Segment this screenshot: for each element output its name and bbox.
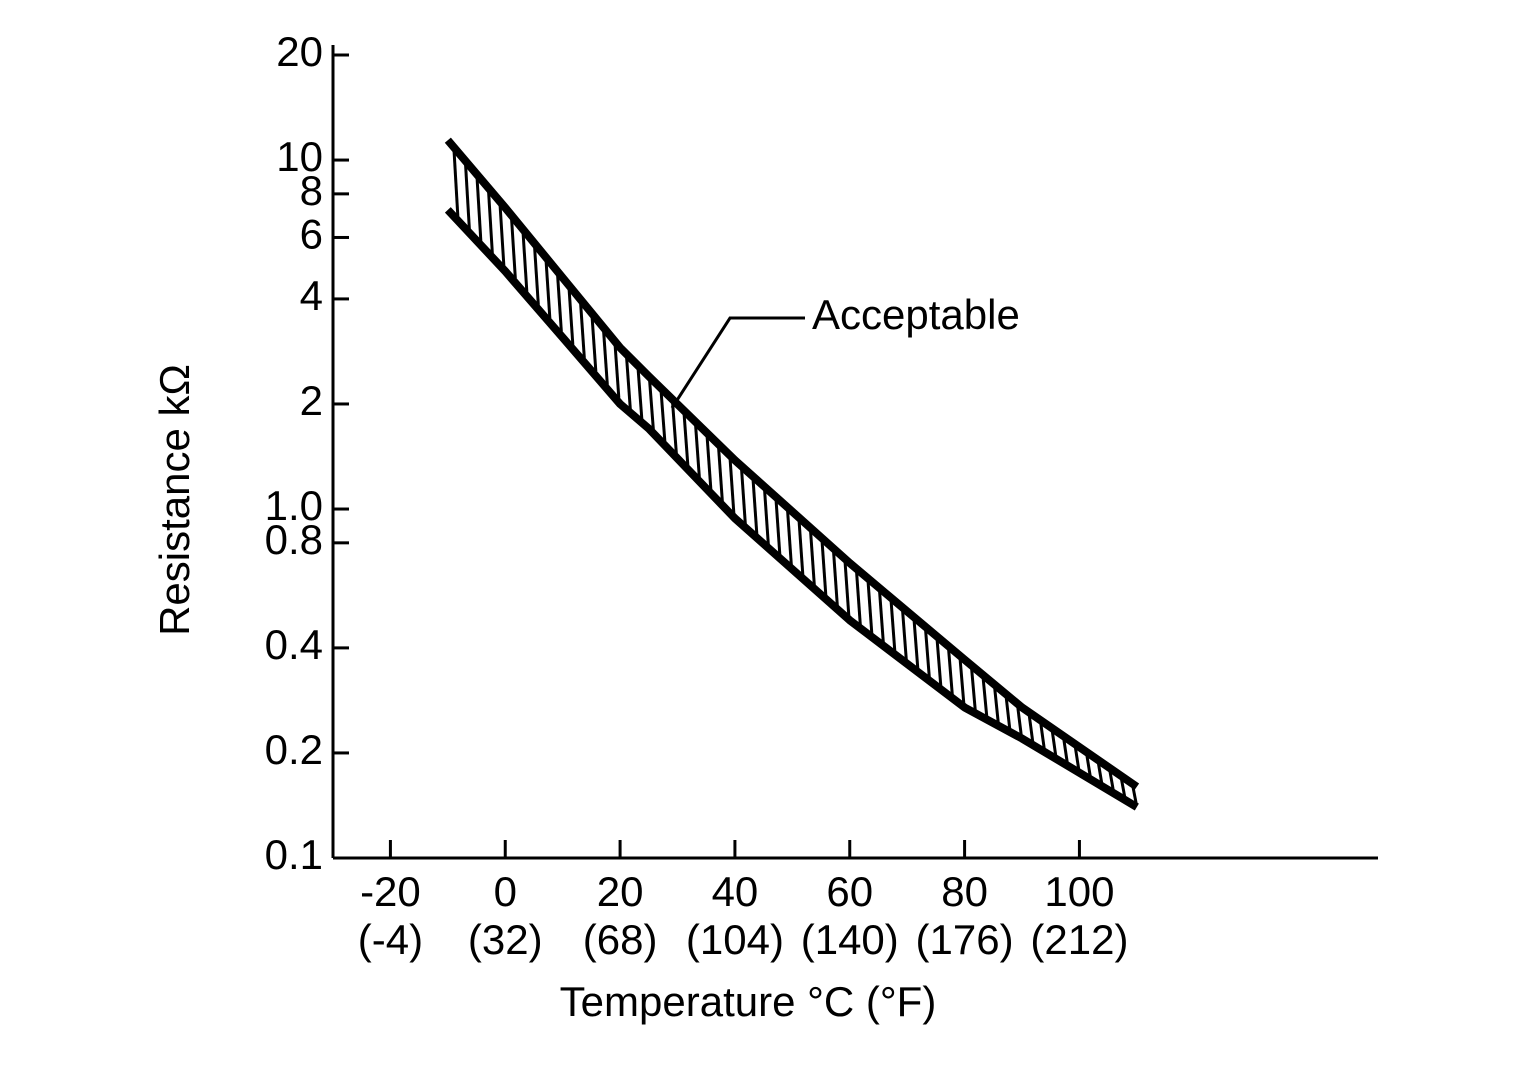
hatch: [532, 243, 540, 305]
y-tick-label: 8: [300, 167, 323, 214]
hatch: [969, 665, 977, 712]
y-tick-label: 2: [300, 377, 323, 424]
hatch: [981, 674, 989, 718]
hatch: [820, 537, 828, 596]
y-axis-label: Resistance kΩ: [151, 364, 198, 636]
hatch: [1004, 693, 1012, 730]
y-tick-label: 0.4: [265, 621, 323, 668]
hatch: [728, 455, 736, 514]
annotation: Acceptable: [812, 291, 1020, 338]
hatch: [601, 327, 609, 385]
annotation-leader: [670, 316, 805, 409]
series-line: [444, 207, 1139, 811]
x-tick-label-secondary: (212): [1030, 916, 1128, 963]
hatch: [578, 299, 586, 359]
hatch: [498, 201, 506, 266]
hatch: [751, 476, 759, 535]
hatch: [808, 527, 816, 586]
y-tick-label: 0.8: [265, 516, 323, 563]
hatch: [659, 387, 667, 442]
y-tick-label: 4: [300, 272, 323, 319]
hatch: [992, 684, 1000, 724]
hatch: [935, 636, 943, 687]
x-tick-label-secondary: (-4): [358, 916, 423, 963]
y-tick-label: 0.2: [265, 726, 323, 773]
x-tick-label-secondary: (32): [468, 916, 543, 963]
y-tick-label: 1.0: [265, 482, 323, 529]
hatch: [509, 215, 517, 279]
x-tick-label: 100: [1044, 868, 1114, 915]
hatch: [544, 257, 552, 319]
hatch: [843, 558, 851, 617]
hatch: [590, 313, 598, 372]
hatch: [682, 410, 690, 466]
hatch: [475, 174, 483, 241]
hatch: [624, 353, 632, 410]
hatch: [567, 285, 575, 345]
hatch: [613, 341, 621, 399]
x-tick-label: 60: [826, 868, 873, 915]
hatch: [912, 616, 920, 670]
hatch: [774, 496, 782, 555]
hatch: [555, 271, 563, 332]
y-tick-label: 20: [276, 28, 323, 75]
hatch: [647, 376, 655, 430]
x-tick-label: 0: [494, 868, 517, 915]
hatch: [452, 147, 460, 217]
x-tick-label-secondary: (68): [583, 916, 658, 963]
x-tick-label-secondary: (176): [916, 916, 1014, 963]
hatch: [889, 597, 897, 652]
hatch: [636, 365, 644, 420]
hatch: [797, 517, 805, 576]
x-tick-label-secondary: (104): [686, 916, 784, 963]
series-line: [444, 137, 1140, 791]
hatch: [739, 465, 747, 525]
hatch: [693, 421, 701, 478]
y-tick-label: 0.1: [265, 831, 323, 878]
x-tick-label: 20: [597, 868, 644, 915]
hatch: [900, 607, 908, 661]
hatch: [705, 432, 713, 490]
hatch: [946, 645, 954, 696]
hatch: [958, 655, 966, 704]
y-tick-label: 6: [300, 211, 323, 258]
hatch: [877, 587, 885, 643]
hatch: [716, 443, 724, 502]
y-tick-label: 10: [276, 133, 323, 180]
hatch: [831, 548, 839, 606]
hatch: [486, 187, 494, 254]
x-axis-label: Temperature °C (°F): [560, 978, 937, 1025]
x-tick-label: 80: [941, 868, 988, 915]
hatch: [923, 626, 931, 678]
hatch: [670, 399, 678, 454]
hatch: [463, 160, 471, 229]
x-tick-label: 40: [712, 868, 759, 915]
hatch: [854, 568, 862, 626]
hatch: [866, 578, 874, 635]
hatch: [762, 486, 770, 545]
hatch: [785, 507, 793, 565]
hatch: [521, 229, 529, 292]
x-tick-label-secondary: (140): [801, 916, 899, 963]
x-tick-label: -20: [360, 868, 421, 915]
